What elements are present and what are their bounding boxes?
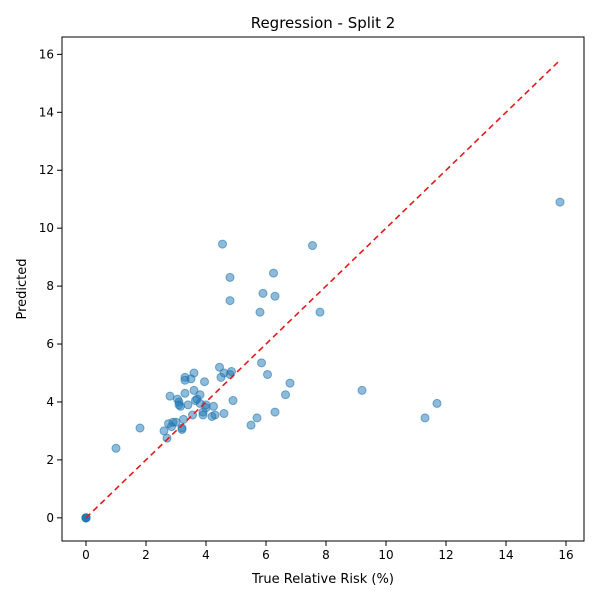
data-point: [258, 288, 268, 298]
data-point: [228, 396, 238, 406]
chart-title: Regression - Split 2: [251, 14, 396, 32]
data-point: [308, 241, 317, 251]
x-tick-label: 4: [202, 548, 210, 562]
x-axis-label: True Relative Risk (%): [251, 572, 394, 587]
x-tick-label: 12: [438, 548, 453, 562]
x-tick-label: 14: [498, 548, 513, 562]
y-tick-label: 4: [46, 395, 54, 409]
y-tick-label: 14: [39, 105, 54, 119]
data-point: [209, 401, 218, 411]
data-point: [180, 388, 190, 398]
data-point: [162, 433, 172, 443]
data-point: [176, 401, 185, 411]
x-tick-label: 6: [262, 548, 270, 562]
data-point: [257, 358, 266, 368]
identity-reference-line: [85, 59, 561, 519]
data-point: [165, 391, 175, 401]
data-point: [357, 385, 367, 395]
data-point: [210, 410, 220, 420]
data-point: [263, 369, 272, 379]
data-point: [555, 197, 565, 207]
data-point: [195, 390, 205, 400]
plot-frame: [61, 36, 585, 542]
y-tick-label: 16: [39, 47, 54, 61]
x-tick-label: 0: [82, 548, 90, 562]
data-point: [171, 417, 181, 427]
data-point: [255, 307, 265, 317]
data-point: [179, 414, 188, 424]
data-point: [183, 400, 193, 410]
y-tick-label: 2: [46, 453, 54, 467]
data-point: [420, 413, 430, 423]
data-point: [200, 377, 209, 387]
data-point: [270, 407, 280, 417]
y-axis-label: Predicted: [15, 258, 30, 319]
y-tick-label: 10: [39, 221, 54, 235]
y-tick-label: 8: [46, 279, 54, 293]
data-point: [225, 296, 235, 306]
data-point: [252, 413, 262, 423]
y-tick-label: 12: [39, 163, 54, 177]
data-point: [281, 390, 290, 400]
data-point: [432, 398, 442, 408]
data-point: [189, 368, 199, 378]
data-point: [111, 443, 121, 453]
data-point: [227, 367, 236, 377]
data-point: [177, 424, 187, 434]
data-point: [225, 272, 235, 282]
x-tick-label: 16: [558, 548, 573, 562]
data-point: [270, 291, 280, 301]
data-point: [315, 307, 325, 317]
y-tick-label: 6: [46, 337, 54, 351]
x-tick-label: 10: [378, 548, 393, 562]
y-tick-label: 0: [46, 511, 54, 525]
data-point: [218, 239, 227, 249]
data-point: [269, 268, 278, 278]
data-point: [219, 409, 229, 419]
data-point: [135, 423, 145, 433]
data-point: [246, 420, 256, 430]
data-point: [215, 362, 224, 372]
x-tick-label: 8: [322, 548, 330, 562]
x-tick-label: 2: [142, 548, 150, 562]
data-point: [285, 378, 295, 388]
data-point: [189, 385, 199, 395]
